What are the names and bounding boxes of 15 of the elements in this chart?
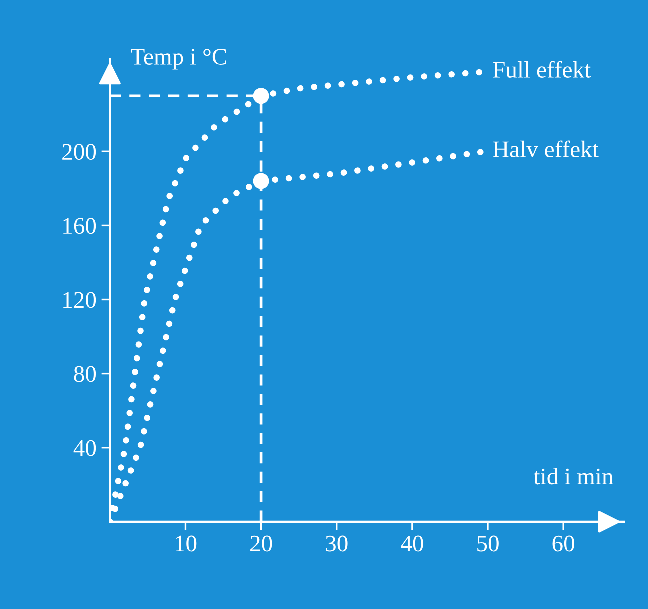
y-tick-label: 160 [64, 218, 96, 234]
x-tick-label: 40 [401, 536, 424, 552]
x-tick-label: 10 [176, 536, 197, 552]
y-axis-title: Temp i °C [131, 49, 226, 70]
series-label: Full effekt [493, 61, 591, 78]
x-tick-label: 20 [250, 536, 272, 552]
y-tick-label: 80 [74, 366, 96, 382]
x-tick-label: 30 [326, 536, 348, 552]
y-tick-label: 120 [64, 292, 96, 308]
x-tick-label: 50 [478, 536, 499, 552]
y-tick-label: 40 [74, 440, 96, 456]
y-tick-label: 200 [62, 144, 96, 160]
series-label: Halv effekt [493, 140, 599, 158]
x-axis-title: tid i min [534, 468, 614, 485]
x-tick-label: 60 [552, 536, 574, 552]
